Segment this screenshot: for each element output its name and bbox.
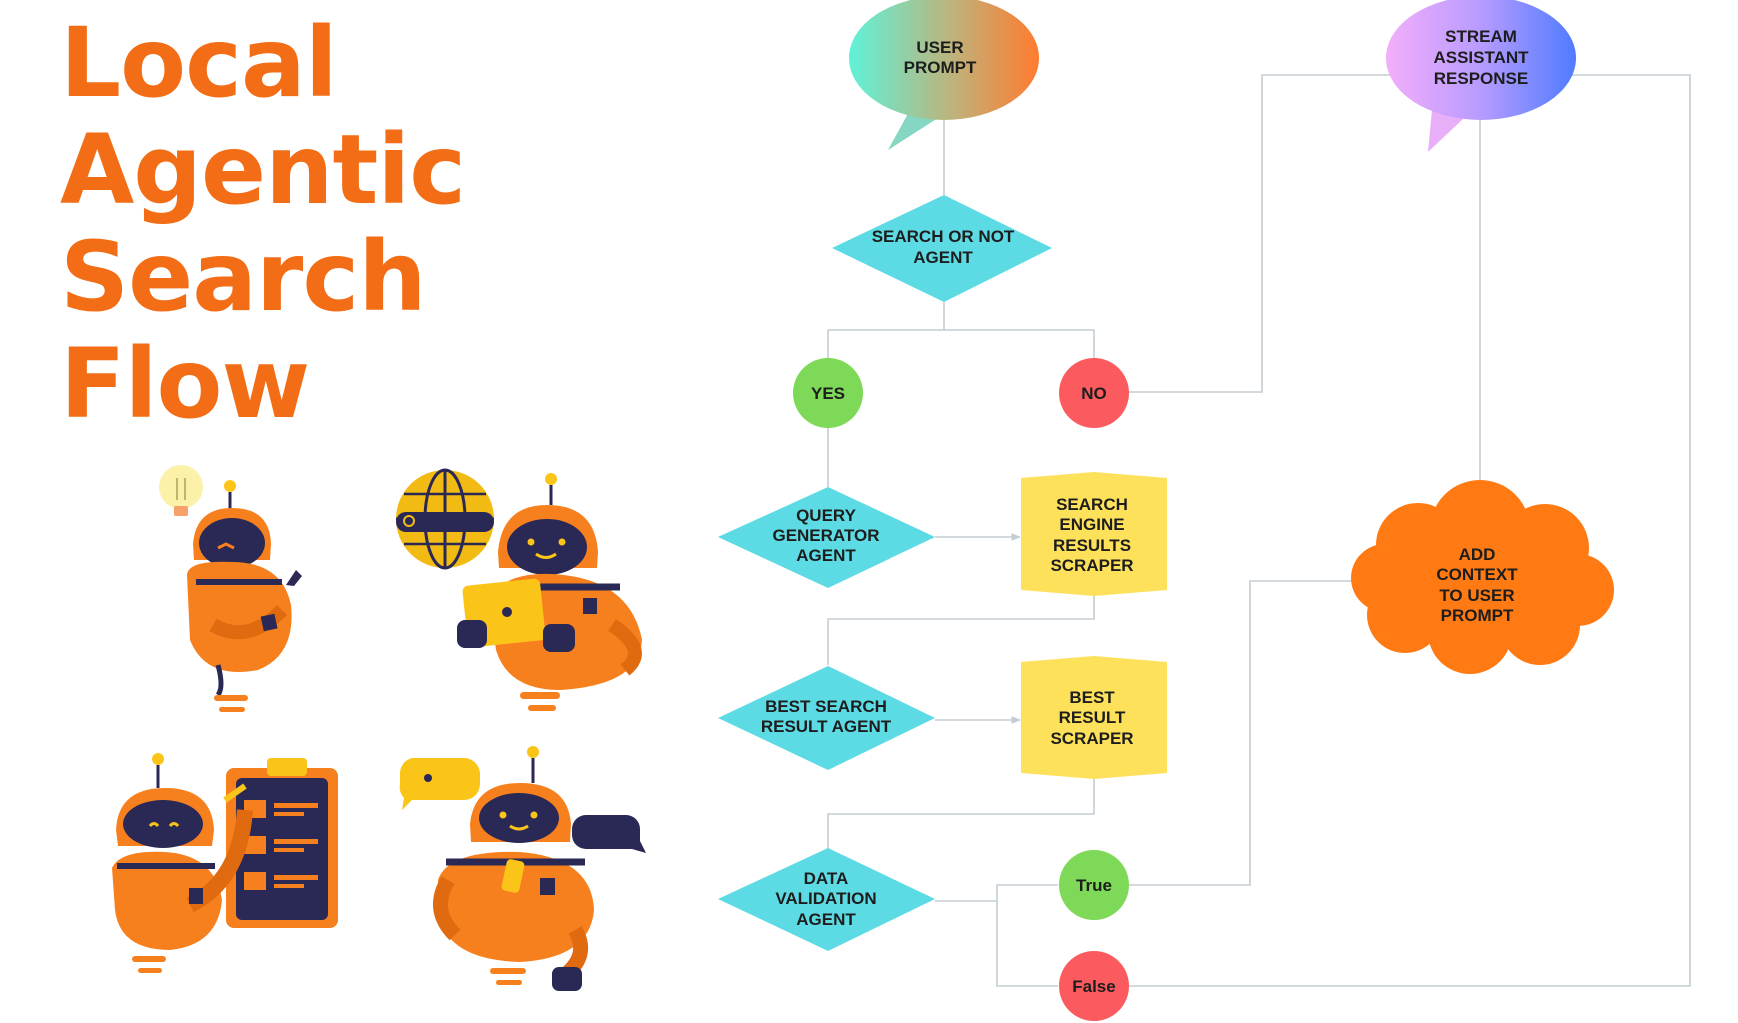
node-label: SEARCH bbox=[1056, 495, 1128, 514]
title-line: Search bbox=[60, 221, 427, 333]
query-generator-agent-node: QUERY GENERATOR AGENT bbox=[718, 487, 935, 588]
node-label: RESULTS bbox=[1053, 536, 1131, 555]
node-label: AGENT bbox=[796, 546, 856, 565]
node-label: PROMPT bbox=[904, 58, 977, 77]
true-node: True bbox=[1059, 850, 1129, 920]
node-label: GENERATOR bbox=[772, 526, 879, 545]
connector-line bbox=[827, 302, 945, 358]
node-label: BEST bbox=[1069, 688, 1115, 707]
node-label: ENGINE bbox=[1059, 515, 1124, 534]
data-validation-agent-node: DATA VALIDATION AGENT bbox=[718, 848, 935, 951]
node-label: CONTEXT bbox=[1436, 565, 1518, 584]
globe-search-icon bbox=[396, 468, 494, 570]
false-node: False bbox=[1059, 951, 1129, 1021]
best-result-scraper-node: BEST RESULT SCRAPER bbox=[1021, 656, 1167, 779]
node-label: RESULT bbox=[1059, 708, 1126, 727]
stream-response-bubble: STREAM ASSISTANT RESPONSE bbox=[1386, 0, 1576, 152]
node-label: YES bbox=[811, 384, 845, 403]
robot-chat-bubbles-icon bbox=[399, 746, 646, 991]
title-line: Agentic bbox=[60, 114, 466, 226]
node-label: QUERY bbox=[796, 506, 856, 525]
node-label: SEARCH OR NOT bbox=[872, 227, 1015, 246]
node-label: USER bbox=[916, 38, 963, 57]
connector-line bbox=[944, 329, 1095, 358]
connector-line bbox=[996, 901, 1058, 987]
yes-node: YES bbox=[793, 358, 863, 428]
node-label: NO bbox=[1081, 384, 1107, 403]
connector-line bbox=[827, 778, 1095, 850]
connector-line bbox=[935, 884, 1058, 902]
node-label: TO USER bbox=[1439, 586, 1514, 605]
node-label: STREAM bbox=[1445, 27, 1517, 46]
node-label: ADD bbox=[1459, 545, 1496, 564]
node-label: AGENT bbox=[913, 248, 973, 267]
node-label: ASSISTANT bbox=[1433, 48, 1529, 67]
node-label: PROMPT bbox=[1441, 606, 1514, 625]
robot-laptop-globe-icon bbox=[396, 468, 642, 711]
node-label: True bbox=[1076, 876, 1112, 895]
node-label: DATA bbox=[804, 869, 849, 888]
connector-lines bbox=[827, 74, 1691, 987]
clipboard-icon bbox=[226, 758, 338, 928]
connector-line bbox=[1129, 580, 1370, 886]
connector-line bbox=[1129, 74, 1390, 393]
best-search-result-agent-node: BEST SEARCH RESULT AGENT bbox=[718, 666, 935, 770]
search-or-not-agent-node: SEARCH OR NOT AGENT bbox=[832, 195, 1052, 302]
node-label: RESULT AGENT bbox=[761, 717, 892, 736]
connector-line bbox=[1129, 74, 1691, 987]
title-line: Flow bbox=[60, 328, 310, 440]
title-line: Local bbox=[60, 7, 338, 119]
chat-bubble-icon bbox=[399, 758, 480, 810]
search-engine-results-scraper-node: SEARCH ENGINE RESULTS SCRAPER bbox=[1021, 472, 1167, 596]
robot-thinking-lightbulb-icon bbox=[159, 465, 302, 712]
robot-clipboard-icon bbox=[112, 753, 338, 973]
page-title: Local Agentic Search Flow bbox=[60, 7, 466, 440]
lightbulb-icon bbox=[159, 465, 203, 516]
node-label: BEST SEARCH bbox=[765, 697, 887, 716]
connector-line bbox=[827, 595, 1095, 665]
robot-illustrations bbox=[112, 465, 646, 991]
node-label: SCRAPER bbox=[1050, 556, 1133, 575]
node-label: False bbox=[1072, 977, 1115, 996]
no-node: NO bbox=[1059, 358, 1129, 428]
node-label: VALIDATION bbox=[775, 889, 876, 908]
add-context-cloud-node: ADD CONTEXT TO USER PROMPT bbox=[1351, 480, 1614, 674]
user-prompt-bubble: USER PROMPT bbox=[849, 0, 1039, 150]
node-label: RESPONSE bbox=[1434, 69, 1528, 88]
node-label: AGENT bbox=[796, 910, 856, 929]
chat-bubble-icon bbox=[572, 815, 646, 853]
node-label: SCRAPER bbox=[1050, 729, 1133, 748]
